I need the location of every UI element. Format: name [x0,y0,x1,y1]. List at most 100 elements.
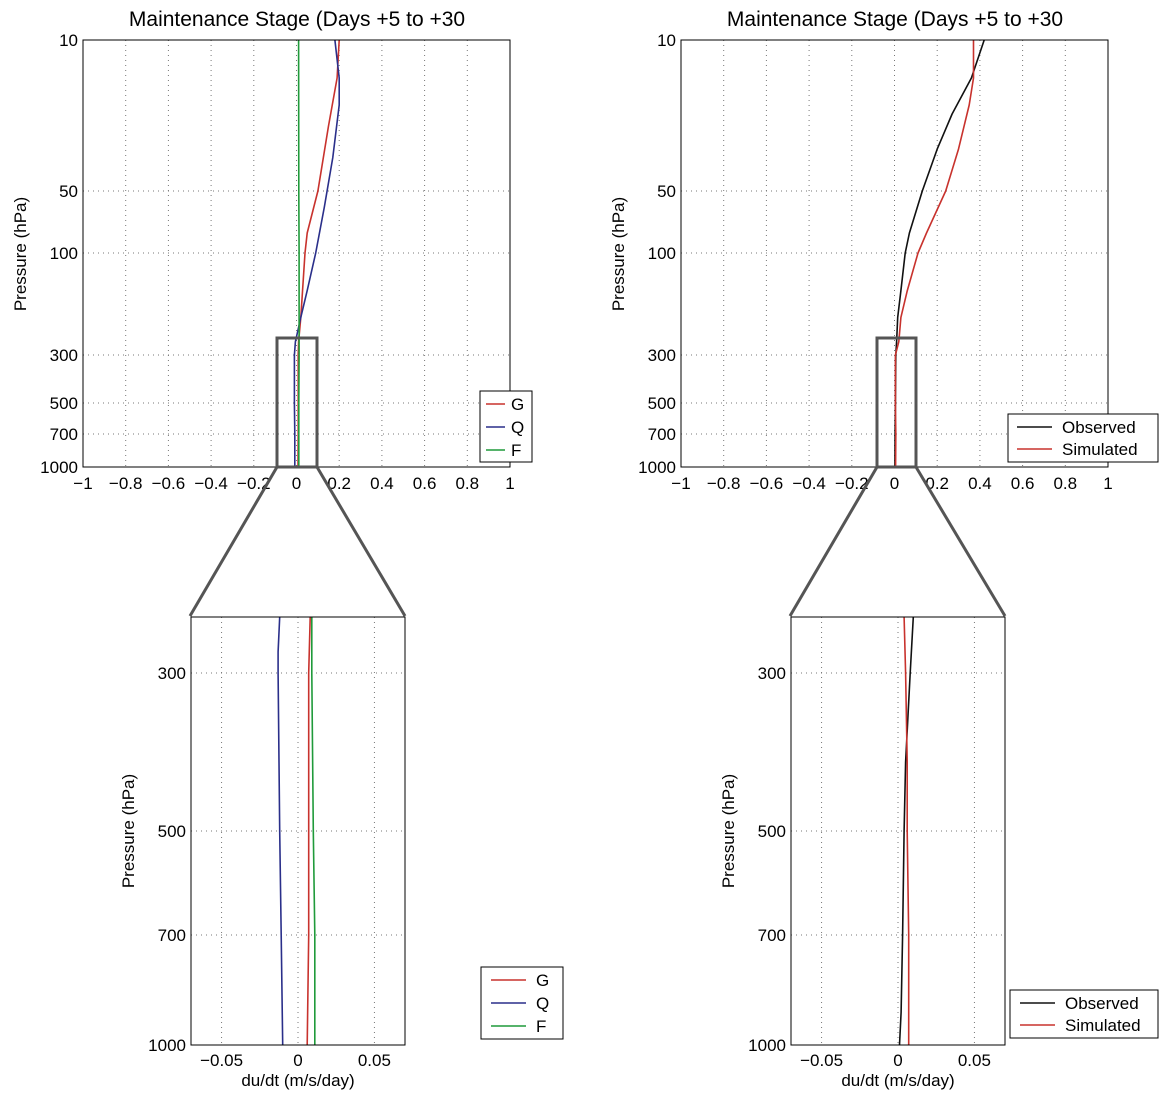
series-line-observed [894,39,985,468]
y-tick-label: 500 [158,822,186,841]
series-line-f [310,617,316,1045]
bottom-right-grid [791,617,1005,1045]
top-right-x-ticks: −1 −0.8 −0.6 −0.4 −0.2 0 0.2 0.4 0.6 0.8… [671,474,1112,493]
y-tick-label: 1000 [748,1036,786,1055]
x-tick-label: 0.8 [1053,474,1077,493]
bottom-left-x-ticks: −0.05 0 0.05 [200,1051,391,1070]
bottom-right-plot-frame [790,616,1006,1046]
bottom-right-series [898,616,915,1046]
x-tick-label: 0.6 [1011,474,1035,493]
y-tick-label: 10 [657,31,676,50]
top-left-zoom-connector-left [188,466,279,617]
bottom-left-y-ticks: 300 500 700 1000 [148,664,186,1055]
panel-bottom-right: Pressure (hPa) −0.05 0 0.05 300 500 700 … [719,616,1159,1090]
legend-label-observed: Observed [1062,418,1136,437]
x-tick-label: −0.8 [707,474,741,493]
top-left-y-ticks: 10 50 100 300 500 700 1000 [40,31,78,477]
legend-box [1009,989,1159,1039]
bottom-left-series [277,616,316,1046]
bottom-right-ylabel: Pressure (hPa) [719,774,738,888]
x-tick-label: 1 [1103,474,1112,493]
series-line-f [297,39,300,467]
x-tick-label: −0.6 [750,474,784,493]
y-tick-label: 300 [648,346,676,365]
y-tick-label: 700 [158,926,186,945]
x-tick-label: 0 [292,474,301,493]
top-right-zoom-connector-left [788,466,879,617]
top-right-grid [681,40,1108,467]
top-left-plot-frame [82,39,511,468]
x-tick-label: 0.2 [925,474,949,493]
series-line-simulated [894,40,975,468]
x-tick-label: 0 [893,1051,902,1070]
x-tick-label: 0.4 [968,474,992,493]
y-tick-label: 500 [648,394,676,413]
top-right-y-ticks: 10 50 100 300 500 700 1000 [638,31,676,477]
top-left-series [293,39,341,468]
top-left-ylabel: Pressure (hPa) [11,197,30,311]
y-tick-label: 700 [648,425,676,444]
legend-box [1007,413,1159,463]
y-tick-label: 100 [648,244,676,263]
top-left-title: Maintenance Stage (Days +5 to +30 [129,8,465,31]
legend-label-simulated: Simulated [1062,440,1138,459]
y-tick-label: 1000 [148,1036,186,1055]
bottom-right-legend: Observed Simulated [1009,989,1159,1039]
bottom-right-y-axis-label: Pressure (hPa) [719,774,738,888]
panel-top-left: Maintenance Stage (Days +5 to +30 Pressu… [11,8,533,493]
legend-label-f: F [511,441,521,460]
y-tick-label: 300 [758,664,786,683]
x-tick-label: 0.05 [958,1051,991,1070]
bottom-right-xlabel: du/dt (m/s/day) [841,1071,954,1090]
x-tick-label: −0.4 [792,474,826,493]
series-line-simulated [903,616,910,1045]
x-tick-label: −0.2 [835,474,869,493]
series-line-observed [898,616,915,1046]
legend-label-q: Q [536,994,549,1013]
y-tick-label: 50 [59,182,78,201]
bottom-left-xlabel: du/dt (m/s/day) [241,1071,354,1090]
y-tick-label: 700 [758,926,786,945]
x-tick-label: −0.2 [237,474,271,493]
bottom-left-ylabel: Pressure (hPa) [119,774,138,888]
x-tick-label: 0.4 [370,474,394,493]
series-line-g [306,616,311,1046]
x-tick-label: −0.05 [800,1051,843,1070]
bottom-left-plot-frame [190,616,406,1046]
y-tick-label: 300 [158,664,186,683]
bottom-left-y-axis-label: Pressure (hPa) [119,774,138,888]
top-right-zoom-box [875,336,918,469]
x-tick-label: −1 [671,474,690,493]
bottom-left-legend: G Q F [480,966,564,1040]
top-left-zoom-box [275,336,319,469]
x-tick-label: 0 [293,1051,302,1070]
x-tick-label: 1 [505,474,514,493]
x-tick-label: 0.05 [358,1051,391,1070]
top-right-ylabel: Pressure (hPa) [609,197,628,311]
top-right-series [894,39,985,468]
y-tick-label: 1000 [638,458,676,477]
top-right-legend: Observed Simulated [1007,413,1159,463]
top-right-zoom-connector-right [914,466,1007,617]
y-tick-label: 10 [59,31,78,50]
legend-label-g: G [536,971,549,990]
bottom-left-grid [191,617,405,1045]
y-tick-label: 100 [50,244,78,263]
x-tick-label: 0.2 [327,474,351,493]
series-line-q [277,616,284,1046]
x-tick-label: 0 [890,474,899,493]
bottom-right-x-ticks: −0.05 0 0.05 [800,1051,991,1070]
top-left-legend: G Q F [479,390,533,463]
zoom-indicators [188,336,1007,617]
legend-label-simulated: Simulated [1065,1016,1141,1035]
panel-bottom-left: Pressure (hPa) −0.05 0 0.05 300 500 700 … [119,616,564,1090]
y-tick-label: 1000 [40,458,78,477]
y-tick-label: 50 [657,182,676,201]
top-right-y-axis-label: Pressure (hPa) [609,197,628,311]
bottom-right-y-ticks: 300 500 700 1000 [748,664,786,1055]
y-tick-label: 700 [50,425,78,444]
x-tick-label: −0.6 [152,474,186,493]
y-tick-label: 500 [50,394,78,413]
top-left-zoom-connector-right [315,466,407,617]
